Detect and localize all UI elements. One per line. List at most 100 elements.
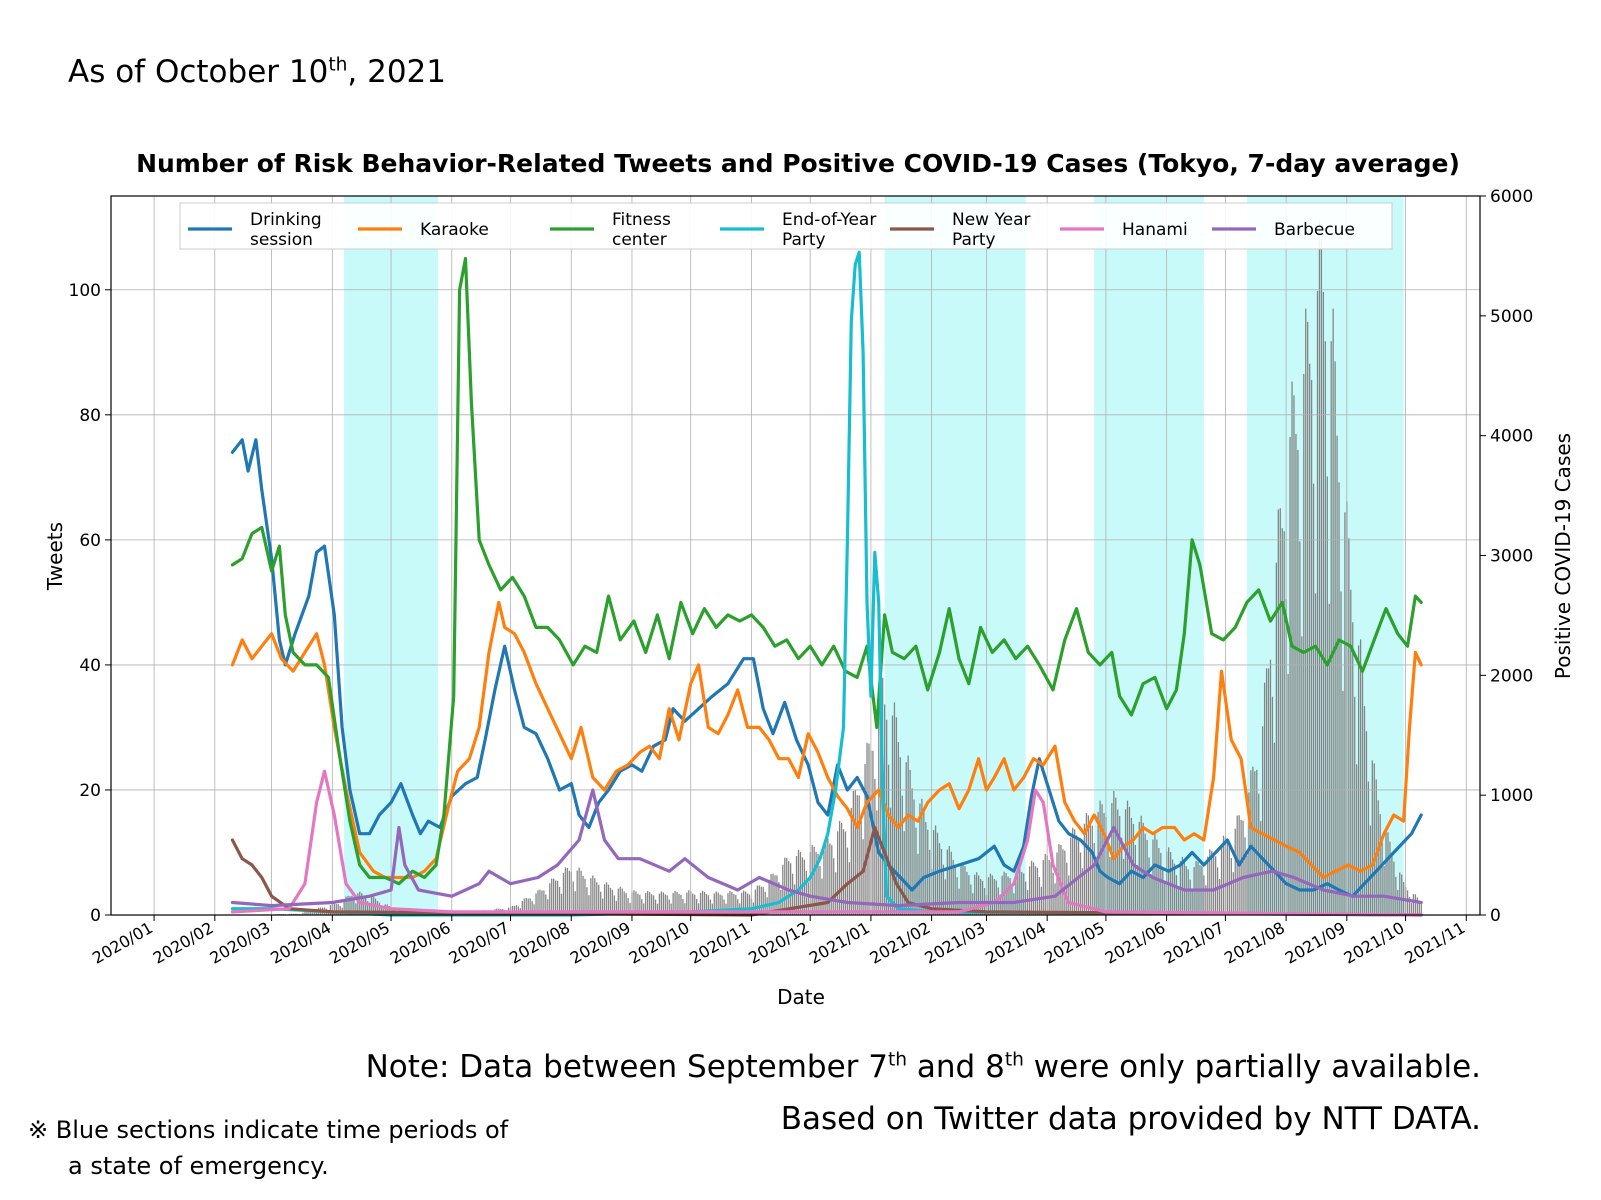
case-bar [723,899,725,915]
case-bar [1420,903,1422,915]
case-bar [688,890,690,915]
case-bar [1309,363,1311,915]
case-bar [1240,819,1242,915]
x-tick-label: 2020/04 [267,918,334,968]
case-bar [1242,820,1244,915]
case-bar [731,892,733,915]
case-bar [1303,373,1305,915]
case-bar [1056,852,1058,915]
case-bar [815,851,817,915]
case-bar [1395,876,1397,915]
case-bar [837,831,839,915]
case-bar [786,857,788,915]
case-bar [893,702,896,915]
case-bar [537,890,539,915]
case-bar [1054,883,1056,915]
case-bar [1399,872,1401,915]
case-bar [868,743,870,915]
case-bar [1120,837,1123,915]
case-bar [290,913,292,915]
series-line-fitness-center [230,256,1423,886]
case-bar [355,903,357,915]
series-line-hanami [230,769,1423,917]
case-bar [1073,829,1076,915]
case-bar [1130,817,1133,915]
case-bar [746,893,749,915]
case-bar [964,866,966,915]
case-bar [329,905,332,915]
case-bar [1009,878,1011,915]
case-bar [314,912,316,915]
case-bar [1359,639,1362,915]
case-bar [1338,482,1340,915]
case-bar [680,894,682,915]
x-tick-label: 2020/08 [506,918,573,968]
case-bar [1260,821,1262,915]
case-bar [1167,847,1170,915]
case-bar [1236,815,1238,915]
case-bar [1385,830,1387,915]
case-bar [874,778,876,915]
legend-box [179,202,1393,250]
case-bar [1005,873,1007,915]
case-bar [778,882,780,915]
case-bar [1095,861,1097,915]
case-bar [1416,897,1419,915]
case-bar [1042,860,1044,915]
case-bar [1091,825,1093,915]
case-bar [1109,857,1111,915]
case-bar [695,899,698,915]
y-right-tick-label: 5000 [1490,307,1533,327]
footnote-emergency: ※ Blue sections indicate time periods of… [28,1116,509,1180]
case-bar [972,893,974,915]
case-bar [586,887,588,915]
case-bar [1312,483,1315,915]
case-bar [1119,815,1121,915]
case-bar [1277,509,1279,915]
case-bar [735,895,737,915]
case-bar [889,807,892,915]
case-bar [310,910,312,915]
case-bar [1397,889,1399,915]
case-bar [1348,538,1350,915]
case-bar [578,867,580,915]
case-bar [676,891,678,915]
case-bar [553,878,555,915]
case-bar [823,844,825,915]
case-bar [515,905,518,915]
case-bar [388,906,390,915]
case-bar [1222,835,1225,915]
case-bar [549,883,551,915]
case-bar [860,816,862,915]
case-bar [662,892,665,915]
case-bar [551,878,553,915]
case-bar [1379,814,1381,915]
case-bar [1150,874,1152,915]
case-bar [911,788,913,915]
case-bar [1307,321,1309,915]
case-bar [1332,308,1334,916]
case-bar [1048,860,1050,915]
case-bar [831,845,833,915]
case-bar [979,879,982,915]
case-bar [654,899,657,915]
case-bar [811,844,813,915]
case-bar [795,856,798,915]
case-bar [306,911,308,915]
case-bar [936,832,939,915]
case-bar [692,893,694,915]
case-bar [1356,764,1358,915]
case-bar [343,899,345,915]
case-bar [1361,668,1364,915]
case-bar [829,843,831,915]
legend-label: Party [952,230,996,250]
series-line-drinking-session [230,438,1423,898]
case-bar [744,891,747,915]
x-tick-label: 2021/05 [1041,918,1108,968]
case-bar [981,880,984,915]
case-bar [1342,690,1344,915]
case-bar [639,894,641,915]
case-bar [987,877,990,915]
case-bar [1389,841,1391,915]
case-bar [1354,696,1356,915]
